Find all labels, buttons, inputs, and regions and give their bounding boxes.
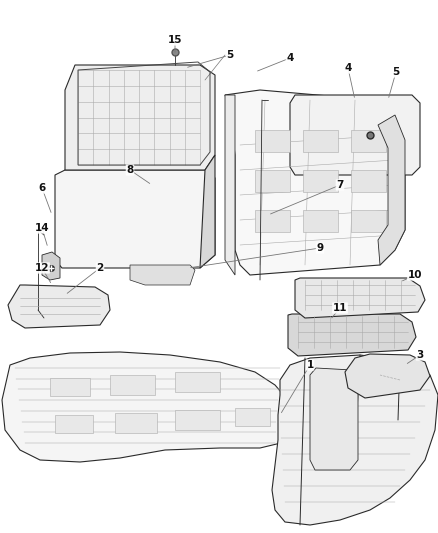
Polygon shape	[272, 355, 438, 525]
Polygon shape	[303, 130, 338, 152]
Polygon shape	[351, 170, 386, 192]
Text: 3: 3	[417, 350, 424, 360]
Polygon shape	[175, 372, 220, 392]
Text: 9: 9	[316, 243, 324, 253]
Polygon shape	[303, 170, 338, 192]
Polygon shape	[288, 314, 416, 356]
Polygon shape	[65, 65, 215, 170]
Polygon shape	[2, 352, 295, 462]
Polygon shape	[303, 210, 338, 232]
Polygon shape	[175, 410, 220, 430]
Polygon shape	[351, 130, 386, 152]
Text: 14: 14	[35, 223, 49, 233]
Polygon shape	[290, 95, 420, 175]
Text: 1: 1	[306, 360, 314, 370]
Polygon shape	[351, 210, 386, 232]
Text: 8: 8	[127, 165, 134, 175]
Polygon shape	[255, 130, 290, 152]
Text: 5: 5	[226, 50, 233, 60]
Polygon shape	[200, 155, 215, 268]
Polygon shape	[55, 170, 215, 268]
Text: 2: 2	[96, 263, 104, 273]
Polygon shape	[50, 378, 90, 396]
Text: 12: 12	[35, 263, 49, 273]
Text: 7: 7	[336, 180, 344, 190]
Text: 5: 5	[392, 67, 399, 77]
Polygon shape	[295, 278, 425, 318]
Polygon shape	[55, 415, 93, 433]
Polygon shape	[110, 375, 155, 395]
Polygon shape	[225, 95, 235, 275]
Text: 4: 4	[344, 63, 352, 73]
Polygon shape	[255, 210, 290, 232]
Text: 4: 4	[286, 53, 294, 63]
Polygon shape	[235, 408, 270, 426]
Polygon shape	[115, 413, 157, 433]
Polygon shape	[225, 90, 405, 275]
Polygon shape	[378, 115, 405, 265]
Polygon shape	[310, 368, 358, 470]
Polygon shape	[8, 285, 110, 328]
Text: 6: 6	[39, 183, 46, 193]
Polygon shape	[345, 354, 430, 398]
Polygon shape	[255, 170, 290, 192]
Text: 10: 10	[408, 270, 422, 280]
Polygon shape	[42, 252, 60, 280]
Text: 15: 15	[168, 35, 182, 45]
Text: 11: 11	[333, 303, 347, 313]
Polygon shape	[130, 265, 195, 285]
